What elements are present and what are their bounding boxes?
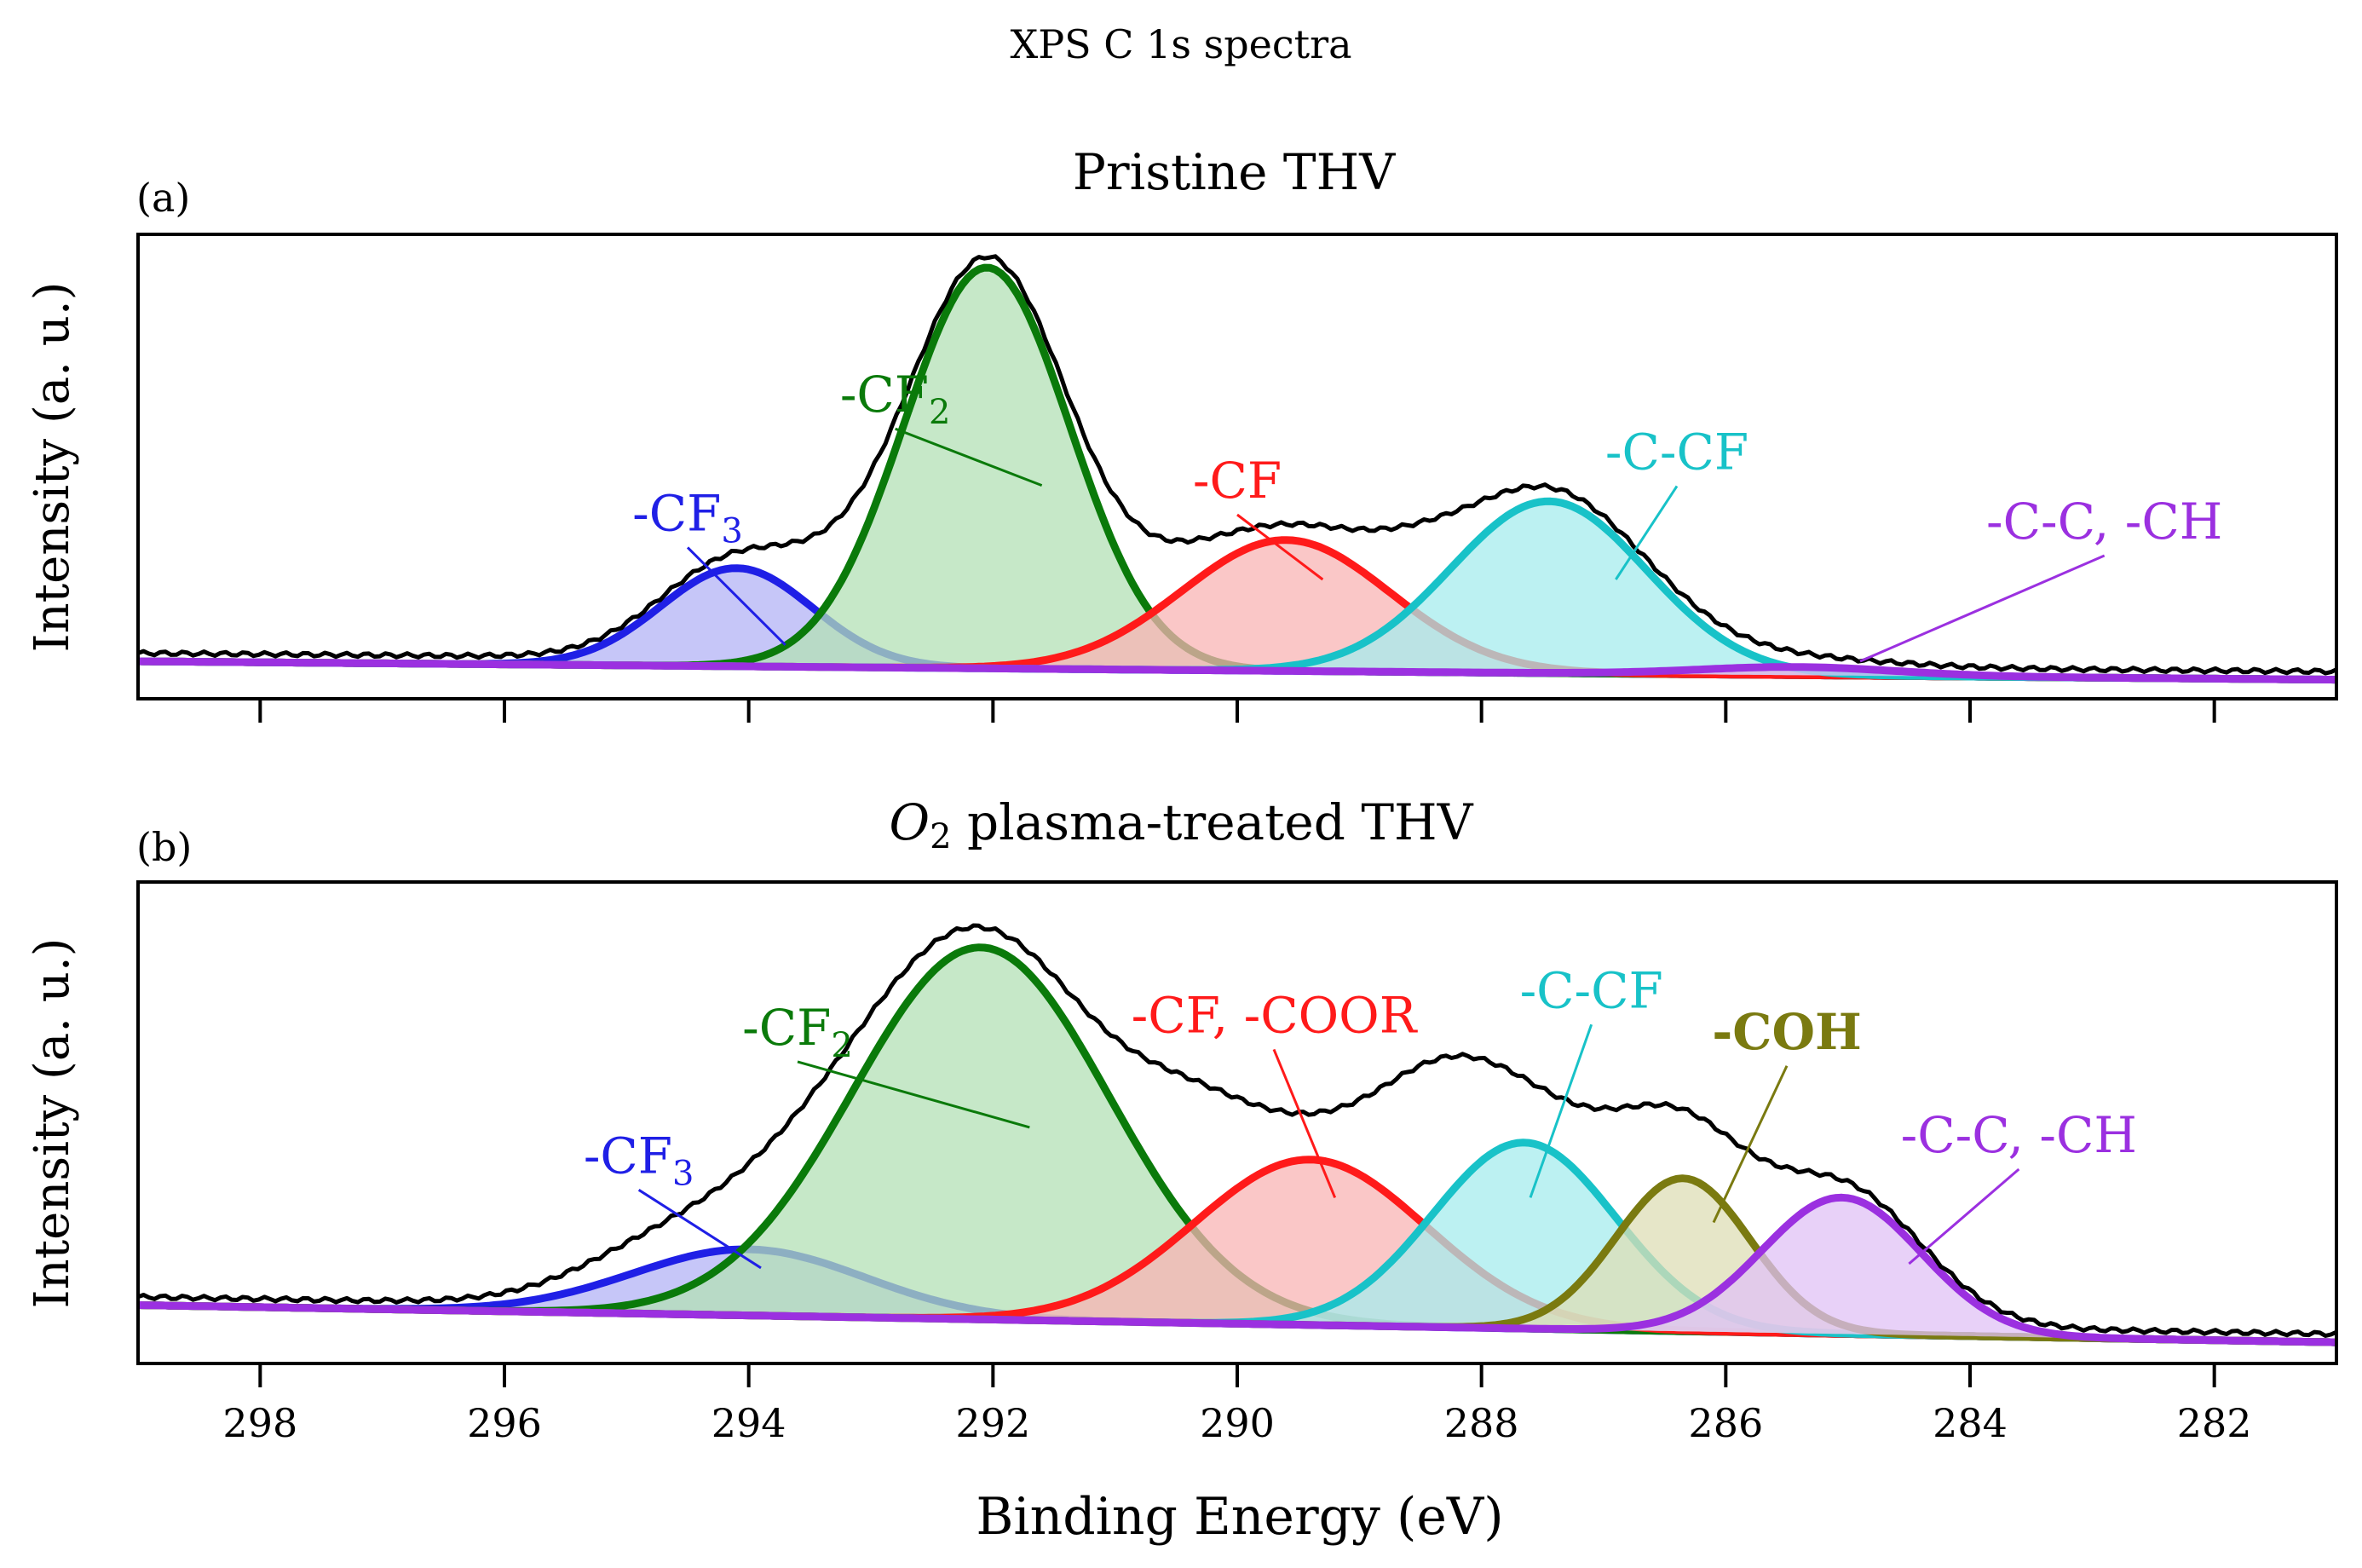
panel-a-annotation-line-2 bbox=[1236, 513, 1324, 581]
panel-b-x-axis: 298 296 294 292 290 288 286 284 282 bbox=[222, 1363, 2252, 1446]
x-tick-label-2: 294 bbox=[711, 1400, 786, 1446]
panel-b-title-rest: plasma-treated THV bbox=[952, 793, 1474, 851]
panel-a-plot: -CF3 -CF2 -CF -C-CF -C-C, -CH bbox=[137, 254, 2338, 684]
x-axis-label: Binding Energy (eV) bbox=[976, 1487, 1503, 1547]
panel-b-title-o: O bbox=[890, 793, 930, 851]
panel-a-ylabel: Intensity (a. u.) bbox=[25, 281, 80, 652]
panel-b-ylabel: Intensity (a. u.) bbox=[25, 937, 80, 1308]
x-tick-label-6: 286 bbox=[1688, 1400, 1763, 1446]
panel-b-letter: (b) bbox=[136, 824, 192, 870]
panel-a-annotation-4: -C-C, -CH bbox=[1986, 493, 2222, 551]
panel-a-component-4 bbox=[137, 657, 2337, 684]
panel-a-annotation-line-4 bbox=[1859, 554, 2106, 663]
panel-b-annotation-line-2 bbox=[1272, 1048, 1337, 1198]
panel-b-title: O2 plasma-treated THV bbox=[890, 793, 1474, 856]
panel-a-annotation-line-3 bbox=[1615, 485, 1679, 580]
x-tick-label-3: 292 bbox=[955, 1400, 1030, 1446]
panel-a-annotation-line-1 bbox=[895, 427, 1043, 487]
panel-b-plot: -CF3 -CF2 -CF, -COOR -C-CF -COH -C-C, -CH bbox=[137, 923, 2338, 1346]
panel-a-letter: (a) bbox=[136, 175, 190, 221]
panel-a-envelope bbox=[137, 254, 2338, 676]
panel-b-component-5 bbox=[137, 1193, 2337, 1346]
panel-b-annotation-line-1 bbox=[797, 1060, 1030, 1129]
panel-b-annotation-line-0 bbox=[637, 1189, 762, 1270]
panel-a-annotation-3: -C-CF bbox=[1605, 423, 1748, 481]
x-tick-label-7: 284 bbox=[1933, 1400, 2008, 1446]
panel-b-annotation-0: -CF3 bbox=[584, 1127, 694, 1193]
panel-b-annotation-line-4 bbox=[1712, 1065, 1789, 1224]
panel-b-annotation-5: -C-C, -CH bbox=[1901, 1106, 2137, 1164]
x-tick-label-5: 288 bbox=[1444, 1400, 1519, 1446]
panel-b-fill-2 bbox=[138, 1159, 2336, 1343]
panel-b-envelope bbox=[137, 923, 2338, 1338]
panel-a-annotation-1: -CF2 bbox=[840, 366, 951, 432]
x-tick-label-0: 298 bbox=[222, 1400, 297, 1446]
panel-a-annotation-2: -CF bbox=[1193, 452, 1282, 510]
panel-b-fill-0 bbox=[138, 1249, 2336, 1343]
panel-b-annotation-2: -CF, -COOR bbox=[1132, 986, 1419, 1044]
x-tick-label-1: 296 bbox=[467, 1400, 542, 1446]
panel-b-annotation-line-3 bbox=[1529, 1023, 1593, 1198]
panel-b-annotation-4: -COH bbox=[1712, 1003, 1862, 1061]
panel-a-fill-2 bbox=[138, 539, 2336, 680]
panel-a-fill-4 bbox=[138, 661, 2336, 680]
panel-a-annotation-0: -CF3 bbox=[632, 484, 743, 551]
panel-b-fill-5 bbox=[138, 1197, 2336, 1343]
panel-b-title-sub: 2 bbox=[930, 817, 951, 856]
panel-a-fill-0 bbox=[138, 568, 2336, 680]
panel-a-x-axis bbox=[258, 699, 2216, 723]
x-tick-label-8: 282 bbox=[2177, 1400, 2252, 1446]
panel-b-annotation-line-5 bbox=[1908, 1167, 2020, 1265]
panel-b-annotation-3: -C-CF bbox=[1520, 961, 1663, 1019]
panel-a-title: Pristine THV bbox=[1073, 143, 1396, 201]
panel-a: (a) Pristine THV Intensity (a. u.) -CF3-… bbox=[25, 143, 2338, 700]
figure-title: XPS C 1s spectra bbox=[1010, 21, 1351, 67]
x-tick-label-4: 290 bbox=[1200, 1400, 1275, 1446]
panel-b-annotation-1: -CF2 bbox=[742, 999, 853, 1065]
panel-a-annotation-line-0 bbox=[686, 546, 786, 646]
panel-b: (b) O2 plasma-treated THV Intensity (a. … bbox=[25, 793, 2338, 1365]
